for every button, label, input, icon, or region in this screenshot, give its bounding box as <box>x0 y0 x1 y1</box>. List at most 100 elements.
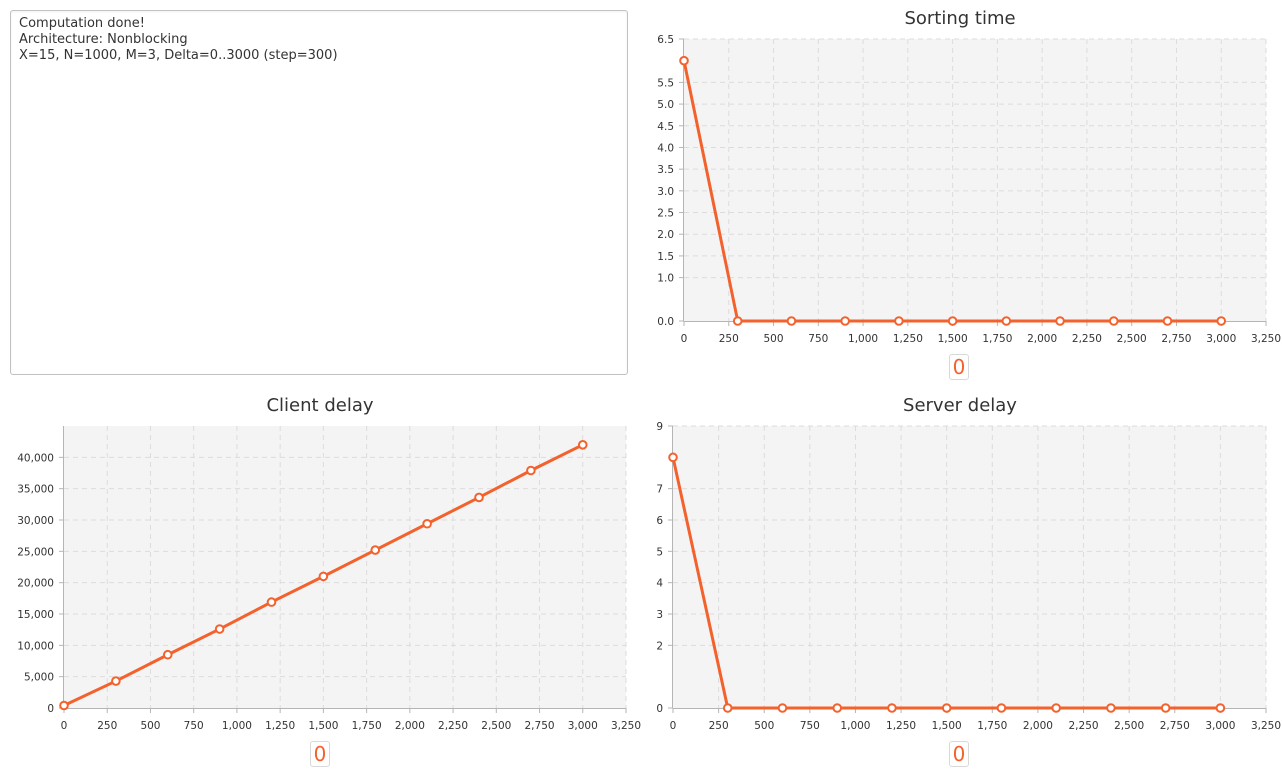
data-point <box>59 700 69 711</box>
x-tick-label: 1,250 <box>886 720 916 732</box>
x-tick-label: 2,500 <box>1117 333 1147 345</box>
x-tick-label: 0 <box>670 720 677 732</box>
data-point <box>1106 703 1116 713</box>
data-point <box>840 316 850 326</box>
data-point <box>1216 316 1227 326</box>
x-tick-label: 3,250 <box>1251 333 1281 345</box>
x-tick-label: 1,000 <box>222 720 252 732</box>
y-tick-label: 7 <box>656 484 663 496</box>
x-tick-label: 3,000 <box>1205 720 1235 732</box>
data-point <box>577 440 588 450</box>
server-delay-chart: Server delay 0 250 500 750 1,000 1,250 1,500 1,7… <box>640 387 1282 774</box>
y-tick-label: 2.5 <box>657 208 674 220</box>
y-tick-label: 0 <box>47 703 54 715</box>
x-tick-label: 2,250 <box>1069 720 1099 732</box>
data-point <box>722 703 733 713</box>
data-point <box>996 703 1007 713</box>
x-tick-label: 2,750 <box>525 720 555 732</box>
y-tick-label: 4.0 <box>657 142 674 154</box>
x-tick-label: 250 <box>719 333 739 345</box>
data-point <box>1055 316 1065 326</box>
data-point <box>679 55 689 66</box>
x-tick-label: 1,750 <box>977 720 1007 732</box>
y-tick-label: 35,000 <box>17 484 54 496</box>
y-tick-label: 40,000 <box>17 452 54 464</box>
server-delay-legend-item: 0 <box>949 741 969 767</box>
x-tick-label: 2,750 <box>1161 333 1191 345</box>
x-tick-label: 2,000 <box>395 720 425 732</box>
x-tick-label: 750 <box>800 720 820 732</box>
data-point <box>1215 703 1226 713</box>
x-tick-label: 500 <box>754 720 774 732</box>
y-tick-label: 25,000 <box>17 546 54 558</box>
data-point <box>526 465 536 476</box>
x-tick-label: 250 <box>97 720 117 732</box>
data-point <box>941 703 952 713</box>
data-point <box>894 316 904 326</box>
x-tick-label: 500 <box>140 720 160 732</box>
y-tick-label: 4.5 <box>657 121 674 133</box>
data-point <box>370 545 381 555</box>
y-tick-label: 3.5 <box>657 164 674 176</box>
data-point <box>832 703 843 713</box>
client-delay-legend-item: 0 <box>310 741 330 767</box>
y-tick-label: 3 <box>656 609 663 621</box>
x-tick-label: 500 <box>764 333 784 345</box>
y-tick-label: 1.5 <box>657 251 674 263</box>
data-point <box>474 492 484 503</box>
data-point <box>887 703 897 713</box>
x-tick-label: 3,250 <box>1251 720 1281 732</box>
data-point <box>162 649 173 660</box>
sorting-time-chart: Sorting time 0 250 500 750 1,000 1,250 1,500 1,7… <box>640 0 1282 387</box>
output-log-textarea[interactable]: Computation done! Architecture: Nonblock… <box>10 10 628 375</box>
data-point <box>1051 703 1061 713</box>
data-point <box>111 676 121 686</box>
x-tick-label: 3,000 <box>568 720 598 732</box>
x-tick-label: 1,500 <box>932 720 962 732</box>
client-delay-chart: Client delay 0 250 500 750 1,000 1,250 1,500 1,7… <box>0 387 641 774</box>
y-tick-label: 2.0 <box>657 229 674 241</box>
data-point <box>214 624 225 634</box>
y-tick-label: 30,000 <box>17 515 54 527</box>
data-point <box>1162 316 1173 326</box>
y-tick-label: 2 <box>656 640 663 652</box>
data-point <box>777 703 788 713</box>
x-tick-label: 750 <box>808 333 828 345</box>
x-tick-label: 2,250 <box>438 720 468 732</box>
y-tick-label: 10,000 <box>17 640 54 652</box>
x-tick-label: 1,750 <box>352 720 382 732</box>
log-line-architecture: Architecture: Nonblocking <box>19 32 188 47</box>
y-tick-label: 5.5 <box>657 77 674 89</box>
x-tick-label: 1,000 <box>840 720 870 732</box>
data-point <box>1001 316 1012 326</box>
x-tick-label: 1,250 <box>893 333 923 345</box>
x-tick-label: 2,000 <box>1027 333 1057 345</box>
x-tick-label: 3,250 <box>611 720 641 732</box>
y-tick-label: 0 <box>656 703 663 715</box>
plot-area <box>673 426 1266 708</box>
legend-label: 0 <box>313 742 327 766</box>
plot-area <box>684 39 1266 321</box>
x-tick-label: 2,750 <box>1160 720 1190 732</box>
x-tick-label: 1,500 <box>308 720 338 732</box>
y-tick-label: 4 <box>656 578 663 590</box>
y-tick-label: 9 <box>656 421 663 433</box>
data-point <box>947 316 958 326</box>
y-tick-label: 5,000 <box>24 672 54 684</box>
y-tick-label: 5.0 <box>657 99 674 111</box>
legend-label: 0 <box>952 355 966 379</box>
x-tick-label: 2,500 <box>481 720 511 732</box>
x-tick-label: 750 <box>184 720 204 732</box>
data-point <box>732 316 743 326</box>
sorting-time-chart-svg: Sorting time 0 250 500 750 1,000 1,250 1,500 1,7… <box>657 8 1281 345</box>
x-tick-label: 1,250 <box>265 720 295 732</box>
x-tick-label: 1,500 <box>938 333 968 345</box>
x-tick-label: 0 <box>681 333 688 345</box>
data-point <box>422 518 432 529</box>
data-point <box>786 316 797 326</box>
x-tick-label: 1,750 <box>982 333 1012 345</box>
log-line-parameters: X=15, N=1000, M=3, Delta=0..3000 (step=3… <box>19 48 338 63</box>
client-delay-chart-svg: Client delay 0 250 500 750 1,000 1,250 1,500 1,7… <box>17 395 641 732</box>
chart-title: Server delay <box>903 395 1017 416</box>
